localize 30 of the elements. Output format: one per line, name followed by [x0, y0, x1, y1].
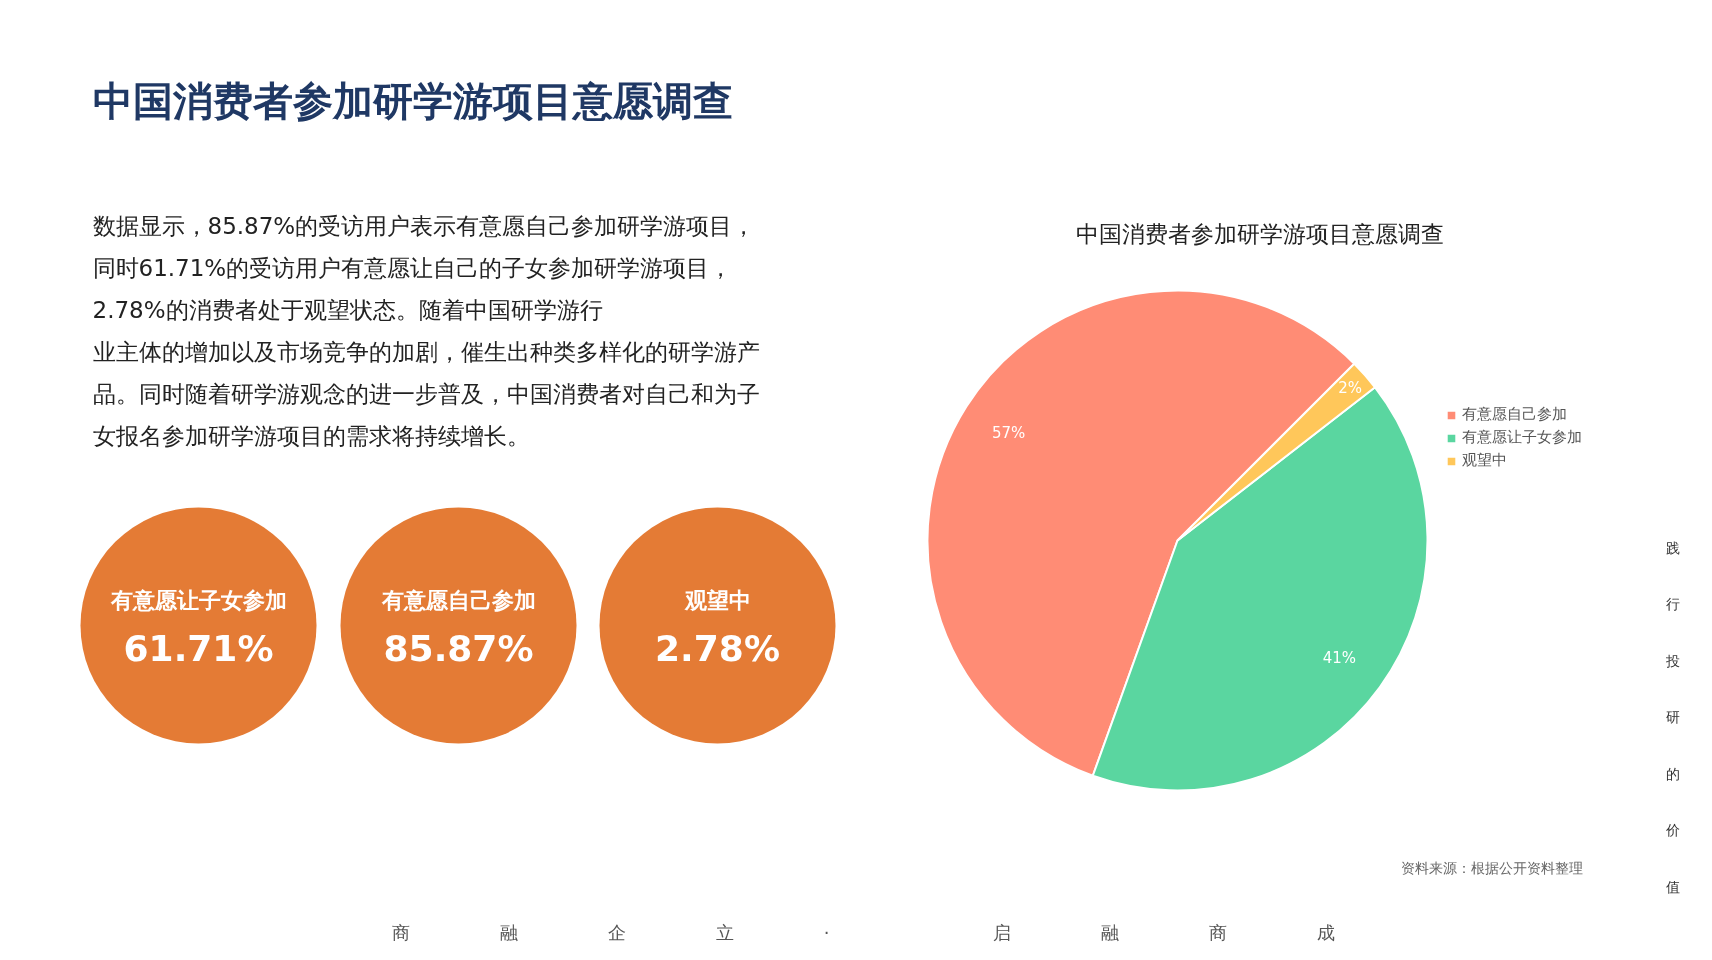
- legend-label: 有意愿让子女参加: [1462, 428, 1582, 447]
- data-label: 41%: [1322, 649, 1356, 668]
- text: 有意愿让子女参加: [109, 588, 287, 613]
- text: 行: [1665, 596, 1680, 612]
- text: 践: [1665, 539, 1680, 556]
- text: 女报名参加研学游项目的需求将持续增长。: [92, 422, 530, 449]
- text: 2.78%的消费者处于观望状态。随着中国研学游行: [92, 296, 603, 323]
- text: 数据显示，85.87%的受访用户表示有意愿自己参加研学游项目，: [92, 212, 756, 239]
- text: 值: [1665, 878, 1680, 895]
- legend-label: 观望中: [1462, 451, 1507, 470]
- text: 投: [1664, 652, 1680, 669]
- data-label: 2%: [1338, 379, 1362, 398]
- text: 资料来源：根据公开资料整理: [1400, 859, 1583, 876]
- text: 同时61.71%的受访用户有意愿让自己的子女参加研学游项目，: [92, 254, 733, 281]
- legend-label: 有意愿自己参加: [1462, 405, 1567, 424]
- text: 研: [1665, 709, 1680, 725]
- text: 商 融 企 立 ·: [391, 922, 830, 943]
- text: 2.78%: [655, 628, 780, 669]
- text: 中国消费者参加研学游项目意愿调查: [92, 77, 733, 124]
- text: 价: [1664, 822, 1680, 838]
- text: 品。同时随着研学游观念的进一步普及，中国消费者对自己和为子: [92, 380, 760, 407]
- text: 61.71%: [123, 628, 274, 669]
- text: 有意愿自己参加: [380, 588, 536, 613]
- text: 业主体的增加以及市场竞争的加剧，催生出种类多样化的研学游产: [92, 338, 760, 365]
- text: 观望中: [683, 588, 751, 613]
- text: 启 融 商 成: [992, 922, 1335, 943]
- chart-title: 中国消费者参加研学游项目意愿调查: [1075, 220, 1444, 247]
- text: 85.87%: [383, 628, 534, 669]
- text: 的: [1665, 765, 1680, 782]
- data-label: 57%: [991, 424, 1026, 443]
